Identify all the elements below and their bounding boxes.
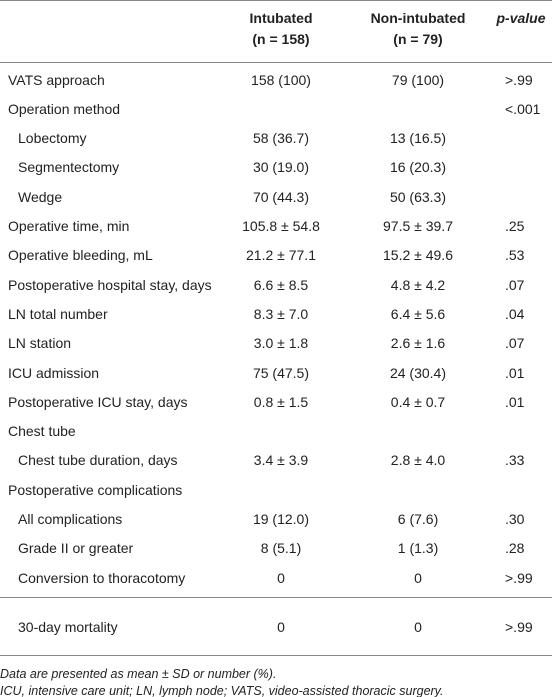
cell-value: 2.6 ± 1.6 — [390, 335, 446, 352]
cell-value: 2.8 ± 4.0 — [390, 452, 446, 469]
cell-value: 6.6 ± 8.5 — [253, 276, 309, 293]
row-label: Chest tube — [8, 423, 76, 440]
table-row: All complications 19 (12.0) 6 (7.6) .30 — [0, 505, 552, 534]
cell-value: 0 — [277, 619, 285, 635]
column-header: p-value — [490, 8, 552, 29]
cell-value: 70 (44.3) — [252, 188, 310, 205]
cell-value: 3.0 ± 1.8 — [253, 335, 309, 352]
row-label: Operative time, min — [8, 218, 130, 234]
cell-value: 50 (63.3) — [389, 188, 447, 205]
rule — [0, 597, 552, 598]
cell-value: 158 (100) — [251, 71, 311, 88]
rule — [0, 62, 552, 63]
row-label: LN station — [8, 335, 72, 352]
footnote: ICU, intensive care unit; LN, lymph node… — [0, 684, 444, 697]
cell-value: 24 (30.4) — [389, 364, 447, 381]
column-title: Non-intubated — [370, 10, 466, 26]
row-label: Segmentectomy — [18, 159, 120, 176]
cell-value: 30 (19.0) — [252, 159, 310, 176]
cell-value: 3.4 ± 3.9 — [253, 452, 309, 469]
table-row: 30-day mortality 0 0 >.99 — [0, 613, 552, 642]
row-label: Postoperative complications — [8, 481, 183, 498]
table-row: Postoperative hospital stay, days 6.6 ± 8… — [0, 271, 552, 300]
row-label: VATS approach — [8, 71, 105, 88]
table-row: Conversion to thoracotomy 0 0 >.99 — [0, 564, 552, 593]
column-title: Intubated — [249, 10, 313, 26]
column-subtitle: (n = 158) — [252, 31, 310, 47]
footnote: Data are presented as mean ± SD or numbe… — [0, 667, 277, 681]
cell-value: 13 (16.5) — [389, 130, 447, 147]
rule — [0, 655, 552, 656]
table-row: Operative time, min 105.8 ± 54.8 97.5 ± 39… — [0, 212, 552, 241]
cell-value: 1 (1.3) — [397, 540, 439, 557]
table-row: Wedge 70 (44.3) 50 (63.3) — [0, 183, 552, 212]
cell-value: 15.2 ± 49.6 — [383, 247, 453, 264]
row-label: Operation method — [8, 100, 121, 117]
table-row: LN total number 8.3 ± 7.0 6.4 ± 5.6 .04 — [0, 300, 552, 329]
cell-value: 79 (100) — [391, 71, 445, 88]
cell-value: .04 — [505, 305, 525, 322]
row-label: Wedge — [18, 188, 63, 205]
table-row: Grade II or greater 8 (5.1) 1 (1.3) .28 — [0, 534, 552, 563]
table-row: Postoperative ICU stay, days 0.8 ± 1.5 0.4… — [0, 388, 552, 417]
cell-value: 4.8 ± 4.2 — [390, 276, 446, 293]
table-row: Operative bleeding, mL 21.2 ± 77.1 15.2 ± … — [0, 241, 552, 270]
cell-value: 97.5 ± 39.7 — [383, 218, 453, 234]
cell-value: 6 (7.6) — [397, 511, 439, 527]
row-label: Conversion to thoracotomy — [18, 569, 186, 586]
table-row: Chest tube — [0, 417, 552, 446]
row-label: 30-day mortality — [18, 619, 118, 635]
cell-value: 0.4 ± 0.7 — [390, 393, 446, 410]
cell-value: <.001 — [505, 100, 541, 117]
table-row: Lobectomy 58 (36.7) 13 (16.5) — [0, 124, 552, 153]
cell-value: >.99 — [505, 619, 533, 635]
cell-value: >.99 — [505, 569, 533, 586]
cell-value: 21.2 ± 77.1 — [246, 247, 316, 264]
row-label: LN total number — [8, 305, 108, 322]
table-row: LN station 3.0 ± 1.8 2.6 ± 1.6 .07 — [0, 329, 552, 358]
row-label: Postoperative ICU stay, days — [8, 393, 188, 410]
row-label: Chest tube duration, days — [18, 452, 178, 469]
row-label: All complications — [18, 511, 123, 527]
column-subtitle: (n = 79) — [393, 31, 443, 47]
row-label: Grade II or greater — [18, 540, 134, 557]
cell-value: 6.4 ± 5.6 — [390, 305, 446, 322]
cell-value: .01 — [505, 364, 525, 381]
cell-value: .01 — [505, 393, 525, 410]
row-label: Postoperative hospital stay, days — [8, 276, 212, 293]
table-row: Postoperative complications — [0, 476, 552, 505]
cell-value: 58 (36.7) — [252, 130, 310, 147]
cell-value: 0 — [414, 619, 422, 635]
row-label: Lobectomy — [18, 130, 87, 147]
table-row: ICU admission 75 (47.5) 24 (30.4) .01 — [0, 359, 552, 388]
cell-value: .53 — [505, 247, 525, 264]
table-row: Segmentectomy 30 (19.0) 16 (20.3) — [0, 153, 552, 182]
table-row: Operation method <.001 — [0, 95, 552, 124]
row-label: Operative bleeding, mL — [8, 247, 153, 264]
cell-value: 8 (5.1) — [260, 540, 302, 557]
cell-value: .07 — [505, 276, 525, 293]
rule — [0, 0, 552, 1]
column-title: p-value — [496, 10, 546, 26]
cell-value: 105.8 ± 54.8 — [242, 218, 320, 234]
cell-value: .07 — [505, 335, 525, 352]
cell-value: .25 — [505, 218, 525, 234]
cell-value: .30 — [505, 511, 525, 527]
cell-value: 75 (47.5) — [252, 364, 310, 381]
cell-value: 19 (12.0) — [252, 511, 310, 527]
cell-value: >.99 — [505, 71, 533, 88]
table-row: Chest tube duration, days 3.4 ± 3.9 2.8 ± … — [0, 446, 552, 475]
column-header: Non-intubated (n = 79) — [353, 8, 483, 50]
cell-value: 0 — [414, 569, 422, 586]
cell-value: .33 — [505, 452, 525, 469]
column-header: Intubated (n = 158) — [216, 8, 346, 50]
cell-value: 16 (20.3) — [389, 159, 447, 176]
table-row: VATS approach 158 (100) 79 (100) >.99 — [0, 66, 552, 95]
row-label: ICU admission — [8, 364, 100, 381]
cell-value: 0 — [277, 569, 285, 586]
cell-value: 0.8 ± 1.5 — [253, 393, 309, 410]
cell-value: .28 — [505, 540, 525, 557]
cell-value: 8.3 ± 7.0 — [253, 305, 309, 322]
